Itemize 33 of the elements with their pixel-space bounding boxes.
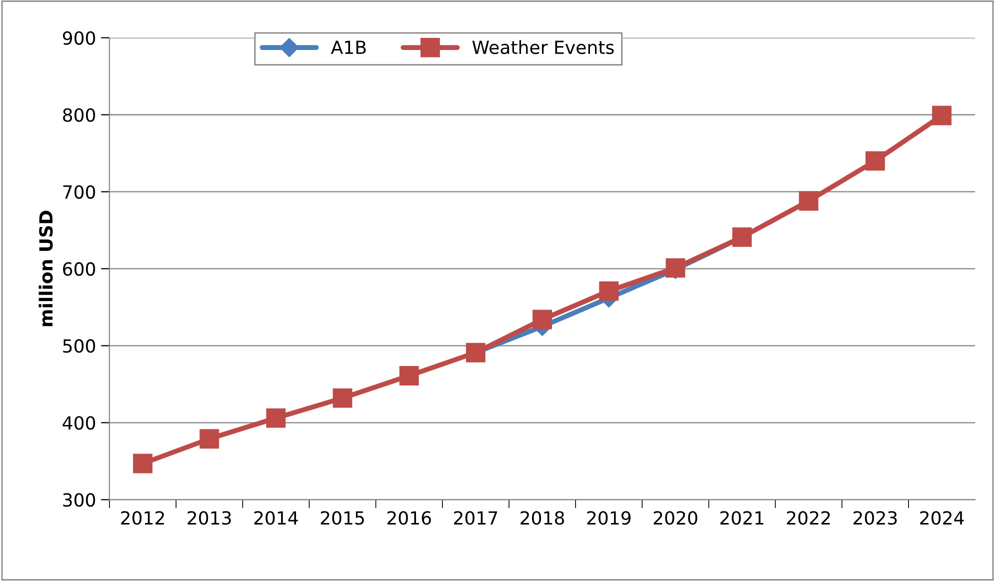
point	[332, 388, 352, 408]
point	[932, 106, 952, 126]
y-tick-label: 500	[63, 339, 96, 353]
x-tick-label: 2023	[854, 511, 897, 525]
y-tick-label: 800	[63, 108, 96, 122]
x-tick-label: 2020	[654, 511, 698, 525]
x-tick-label: 2019	[587, 511, 631, 525]
point	[200, 429, 220, 449]
x-tick-label: 2012	[121, 511, 164, 525]
y-tick-label: 700	[63, 185, 96, 199]
legend-label: Weather Events	[472, 40, 614, 54]
x-tick-label: 2022	[786, 511, 830, 525]
y-tick-label: 400	[62, 416, 96, 430]
y-axis-title: million USD	[38, 210, 53, 326]
x-tick-label: 2014	[254, 511, 298, 525]
point	[599, 281, 619, 301]
x-tick-label: 2016	[387, 511, 431, 525]
x-tick-label: 2015	[320, 511, 364, 525]
point	[798, 191, 818, 211]
x-tick-label: 2017	[454, 511, 498, 525]
point	[532, 310, 552, 330]
x-tick-label: 2013	[188, 511, 231, 525]
point	[133, 454, 152, 474]
point	[865, 151, 885, 171]
y-tick-label: 900	[62, 31, 96, 45]
y-tick-label: 300	[63, 493, 96, 507]
x-tick-label: 2024	[920, 511, 964, 525]
point	[399, 366, 419, 386]
point	[266, 408, 286, 428]
y-tick-label: 600	[63, 262, 96, 276]
legend-label: A1B	[330, 40, 366, 54]
x-tick-label: 2018	[520, 511, 564, 525]
x-tick-label: 2021	[720, 511, 764, 525]
